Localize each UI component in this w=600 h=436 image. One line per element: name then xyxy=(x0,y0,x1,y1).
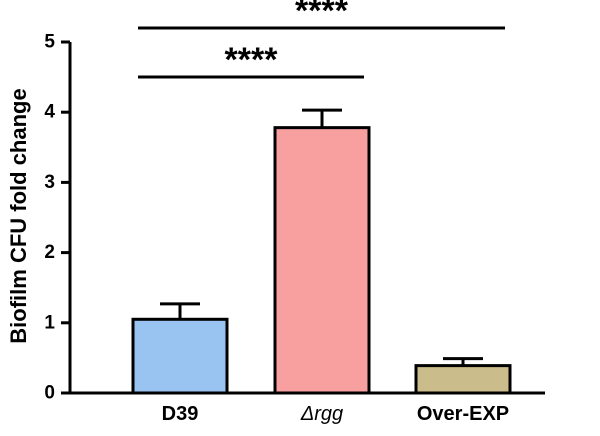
y-tick-label: 0 xyxy=(44,383,55,404)
x-tick-label: Δrgg xyxy=(300,403,343,425)
y-tick-label: 5 xyxy=(44,32,55,53)
y-tick-label: 1 xyxy=(44,312,55,333)
significance-label: **** xyxy=(295,0,349,30)
x-tick-label: Over-EXP xyxy=(417,403,509,425)
significance-label: **** xyxy=(225,41,279,79)
bar xyxy=(131,317,229,395)
significance-annotations: **** **** xyxy=(138,0,505,79)
y-tick-label: 3 xyxy=(44,172,55,193)
y-tick-label: 2 xyxy=(44,242,55,263)
x-tick-label: D39 xyxy=(162,403,199,425)
y-axis-title: Biofilm CFU fold change xyxy=(6,88,31,343)
bar xyxy=(273,126,371,395)
y-tick-label: 4 xyxy=(44,102,55,123)
bars xyxy=(131,108,512,395)
bar xyxy=(414,364,512,395)
